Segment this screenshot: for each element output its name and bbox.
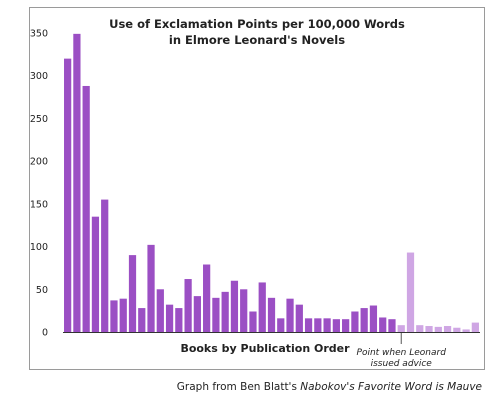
bar <box>119 298 127 332</box>
bar <box>184 279 192 332</box>
bar <box>425 326 433 332</box>
bar <box>332 319 340 332</box>
bar <box>258 282 266 332</box>
bar <box>193 296 201 332</box>
bar <box>314 318 322 332</box>
y-axis: 0 50 100 150 200 250 300 350 <box>30 29 48 339</box>
bar <box>240 289 248 332</box>
bar <box>156 289 164 332</box>
y-tick-label: 50 <box>36 285 48 296</box>
chart-title: Use of Exclamation Points per 100,000 Wo… <box>29 16 485 48</box>
bar <box>64 58 72 332</box>
bar <box>91 216 100 332</box>
y-tick-label: 250 <box>30 114 48 125</box>
bar <box>388 319 396 332</box>
bar <box>369 305 378 332</box>
bar <box>286 298 294 332</box>
bar <box>351 311 359 332</box>
bar <box>147 244 155 332</box>
y-tick-label: 150 <box>30 199 48 210</box>
bar <box>175 308 183 332</box>
bar <box>101 199 109 332</box>
bar <box>360 308 368 332</box>
bar <box>110 300 118 332</box>
bar <box>221 291 229 332</box>
annotation-line2: issued advice <box>371 359 433 369</box>
bars <box>64 33 479 332</box>
x-axis-label: Books by Publication Order <box>180 342 350 355</box>
bar <box>267 297 276 332</box>
bar <box>230 280 239 332</box>
bar <box>342 319 350 332</box>
bar <box>203 264 211 332</box>
bar <box>277 318 285 332</box>
bar <box>323 318 331 332</box>
bar <box>128 255 137 332</box>
bar <box>379 317 387 332</box>
bar <box>462 329 470 332</box>
bar <box>138 308 146 332</box>
y-tick-label: 300 <box>30 71 48 82</box>
bar <box>295 304 303 332</box>
bar <box>82 85 90 332</box>
annotation-line1: Point when Leonard <box>357 348 447 358</box>
chart-title-line1: Use of Exclamation Points per 100,000 Wo… <box>109 17 405 31</box>
bar <box>434 326 442 332</box>
y-tick-label: 0 <box>42 328 48 339</box>
bar <box>416 325 424 332</box>
chart-title-line2: in Elmore Leonard's Novels <box>168 33 346 47</box>
credit-prefix: Graph from Ben Blatt's <box>176 381 301 393</box>
bar <box>73 33 81 332</box>
bar <box>453 327 461 332</box>
bar <box>406 252 415 332</box>
bar <box>249 311 257 332</box>
bar <box>443 326 452 332</box>
bar <box>212 297 220 332</box>
bar <box>304 318 313 332</box>
y-tick-label: 200 <box>30 157 48 168</box>
bar <box>165 304 174 332</box>
credit-book-title: Nabokov's Favorite Word is Mauve <box>300 381 482 393</box>
source-credit: Graph from Ben Blatt's Nabokov's Favorit… <box>177 381 482 393</box>
y-tick-label: 350 <box>30 29 48 40</box>
y-tick-label: 100 <box>30 242 48 253</box>
bar <box>397 325 405 332</box>
bar <box>471 322 479 332</box>
